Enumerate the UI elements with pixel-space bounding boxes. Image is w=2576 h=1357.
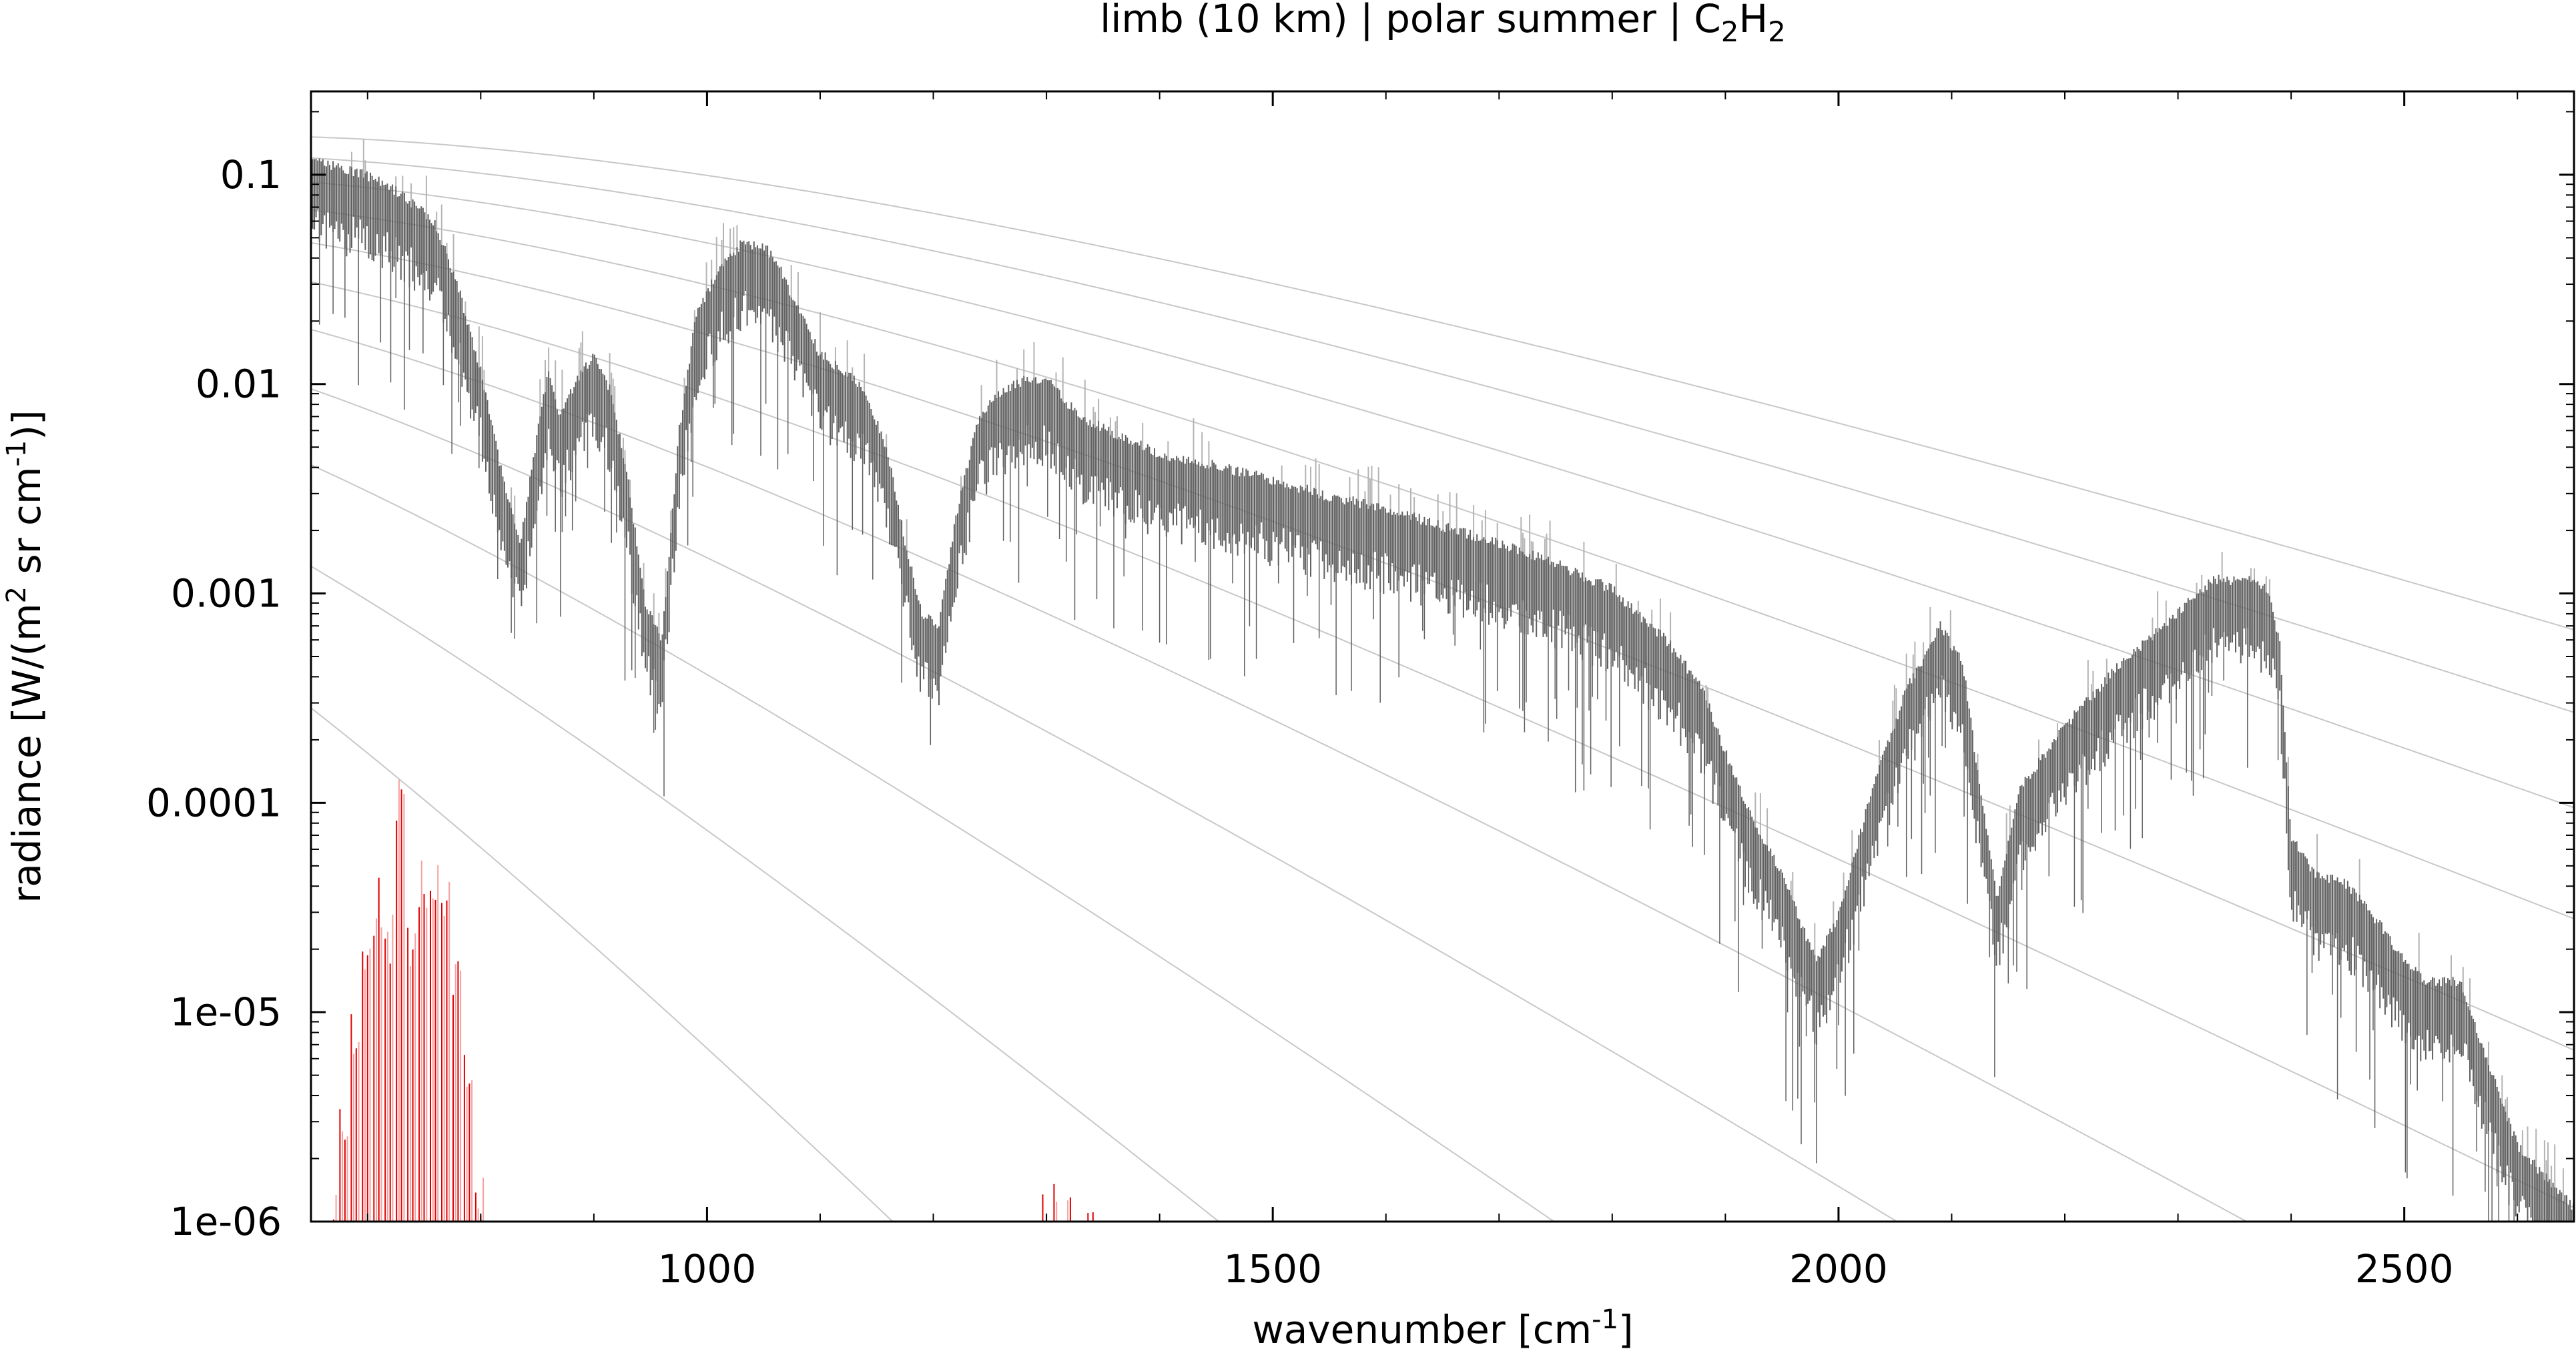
species-spectrum-lines — [328, 789, 1116, 1222]
x-tick-label-1000: 1000 — [658, 1246, 757, 1292]
species-radiance-series — [328, 779, 1116, 1222]
y-tick-label-4: 1e-05 — [170, 989, 282, 1035]
planck-curve-260K — [311, 181, 2574, 809]
planck-curve-120K — [311, 565, 1220, 1222]
total-spectrum-band — [311, 158, 2574, 1222]
planck-curve-100K — [311, 707, 894, 1222]
total-spectrum-light-lines — [351, 139, 2564, 1201]
planck-curve-200K — [311, 281, 2574, 1209]
y-tick-label-1: 0.01 — [196, 362, 282, 407]
total-spectrum-deep-lines — [318, 158, 2574, 1222]
x-tick-label-1500: 1500 — [1223, 1246, 1322, 1292]
total-radiance-series — [311, 139, 2574, 1222]
x-axis-label: wavenumber [cm-1] — [1252, 1304, 1633, 1352]
chart-title: limb (10 km) | polar summer | C2H2 — [1100, 0, 1786, 48]
planck-curve-140K — [311, 464, 1556, 1222]
axis-ticks: 1000 1500 2000 2500 0.1 0.01 0.001 0.0001 1e-05 1… — [146, 91, 2574, 1292]
species-spectrum-light-lines — [330, 779, 1114, 1222]
planck-curve-240K — [311, 209, 2574, 920]
planck-curve-300K — [311, 136, 2574, 631]
y-tick-label-0: 0.1 — [220, 152, 282, 197]
x-tick-label-2000: 2000 — [1789, 1246, 1888, 1292]
x-tick-label-2500: 2500 — [2355, 1246, 2454, 1292]
y-tick-label-3: 0.0001 — [146, 780, 282, 825]
y-tick-label-2: 0.001 — [171, 571, 282, 616]
planck-curve-180K — [311, 328, 2248, 1222]
planck-curve-160K — [311, 388, 1899, 1222]
y-tick-label-5: 1e-06 — [170, 1199, 282, 1244]
y-axis-label: radiance [W/(m2 sr cm-1)] — [1, 410, 49, 903]
